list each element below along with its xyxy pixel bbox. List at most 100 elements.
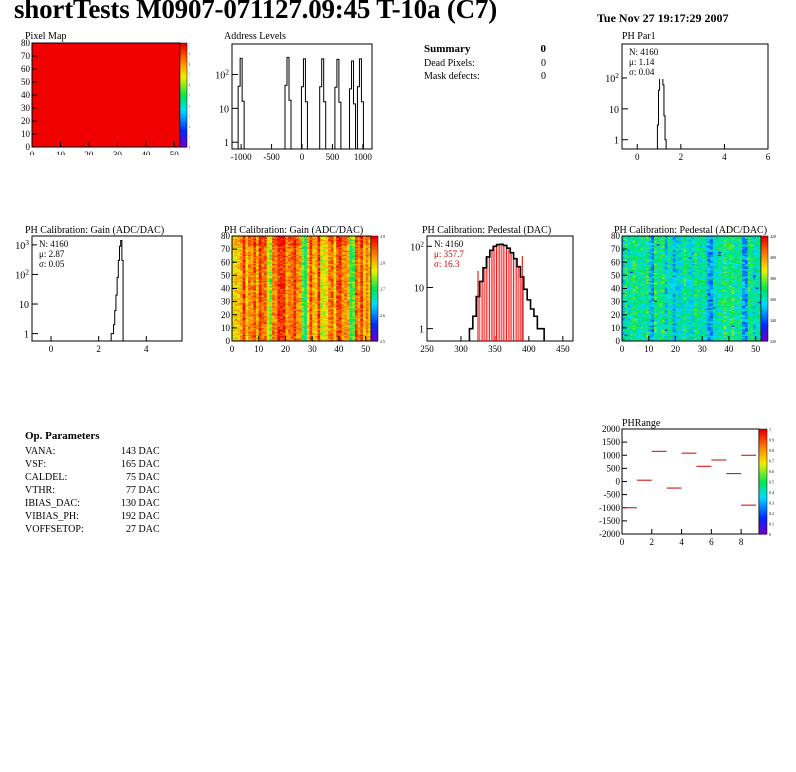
heatmap-cell <box>328 241 332 243</box>
heatmap-cell <box>256 300 260 302</box>
heatmap-cell <box>349 309 353 312</box>
heatmap-cell <box>320 255 324 258</box>
heatmap-cell <box>274 333 278 335</box>
heatmap-cell <box>627 253 631 255</box>
heatmap-cell <box>312 280 316 283</box>
heatmap-cell <box>354 302 358 305</box>
heatmap-cell <box>309 287 313 289</box>
heatmap-cell <box>630 318 633 321</box>
heatmap-cell <box>306 323 310 326</box>
heatmap-cell <box>269 253 273 255</box>
heatmap-cell <box>330 264 334 267</box>
heatmap-cell <box>290 250 294 253</box>
heatmap-cell <box>312 333 316 335</box>
heatmap-cell <box>338 337 342 339</box>
heatmap-cell <box>242 268 246 271</box>
heatmap-cell <box>360 249 364 251</box>
heatmap-cell <box>320 318 324 321</box>
heatmap-cell <box>349 337 353 339</box>
heatmap-cell <box>635 262 639 264</box>
heatmap-cell <box>285 293 289 296</box>
heatmap-cell <box>322 293 326 296</box>
heatmap-cell <box>317 317 321 319</box>
heatmap-cell <box>360 317 364 319</box>
heatmap-cell <box>277 288 281 291</box>
heatmap-cell <box>298 255 302 258</box>
heatmap-cell <box>346 285 350 288</box>
heatmap-cell <box>282 254 286 256</box>
heatmap-cell <box>282 300 286 302</box>
heatmap-cell <box>290 293 294 296</box>
heatmap-cell <box>368 270 372 272</box>
heatmap-cell <box>261 323 265 326</box>
heatmap-cell <box>624 258 628 260</box>
heatmap-cell <box>277 250 281 253</box>
heatmap-cell <box>346 334 350 337</box>
heatmap-cell <box>336 318 340 321</box>
heatmap-cell <box>285 300 289 302</box>
heatmap-cell <box>266 239 270 242</box>
heatmap-cell <box>304 247 308 250</box>
heatmap-cell <box>298 268 302 271</box>
heatmap-cell <box>277 236 281 238</box>
heatmap-cell <box>282 322 286 325</box>
heatmap-cell <box>365 317 369 319</box>
y-tick-label: 50 <box>221 270 231 280</box>
heatmap-cell <box>248 297 252 300</box>
heatmap-cell <box>352 276 356 279</box>
heatmap-cell <box>341 300 345 302</box>
heatmap-cell <box>322 275 326 277</box>
heatmap-cell <box>336 338 340 340</box>
heatmap-cell <box>322 242 326 245</box>
heatmap-cell <box>256 246 260 249</box>
heatmap-cell <box>232 297 235 300</box>
heatmap-cell <box>314 312 318 314</box>
heatmap-cell <box>624 246 628 249</box>
heatmap-cell <box>630 251 633 254</box>
heatmap-cell <box>248 292 252 295</box>
heatmap-cell <box>333 249 337 251</box>
heatmap-cell <box>322 292 326 295</box>
heatmap-cell <box>624 339 628 342</box>
heatmap-cell <box>248 312 252 314</box>
heatmap-cell <box>622 281 625 284</box>
heatmap-cell <box>360 247 364 250</box>
heatmap-cell <box>242 317 246 319</box>
heatmap-cell <box>240 245 243 247</box>
heatmap-cell <box>622 304 625 306</box>
heatmap-cell <box>360 337 364 339</box>
heatmap-cell <box>627 335 631 338</box>
heatmap-cell <box>245 238 249 241</box>
heatmap-cell <box>365 278 369 280</box>
heatmap-cell <box>293 250 297 253</box>
heatmap-cell <box>282 323 286 326</box>
heatmap-cell <box>256 289 260 292</box>
heatmap-cell <box>346 255 350 258</box>
heatmap-cell <box>312 237 316 239</box>
heatmap-cell <box>232 255 235 258</box>
heatmap-cell <box>317 304 321 306</box>
heatmap-cell <box>338 293 342 296</box>
pixel-map-palette <box>179 42 188 148</box>
heatmap-cell <box>309 325 313 327</box>
heatmap-cell <box>330 253 334 255</box>
heatmap-cell <box>632 335 636 338</box>
heatmap-cell <box>256 262 260 264</box>
heatmap-cell <box>293 312 297 314</box>
heatmap-cell <box>357 262 361 264</box>
heatmap-cell <box>261 334 265 337</box>
heatmap-cell <box>325 312 329 314</box>
y-tick-label: 0 <box>226 336 231 346</box>
heatmap-cell <box>322 250 326 253</box>
heatmap-cell <box>232 253 235 255</box>
heatmap-cell <box>240 249 243 251</box>
heatmap-cell <box>264 314 268 317</box>
heatmap-cell <box>312 325 316 327</box>
heatmap-cell <box>344 271 348 274</box>
heatmap-cell <box>349 264 353 267</box>
heatmap-cell <box>635 337 639 339</box>
heatmap-cell <box>322 255 326 258</box>
heatmap-cell <box>232 318 235 321</box>
heatmap-cell <box>357 308 361 310</box>
heatmap-cell <box>288 322 292 325</box>
